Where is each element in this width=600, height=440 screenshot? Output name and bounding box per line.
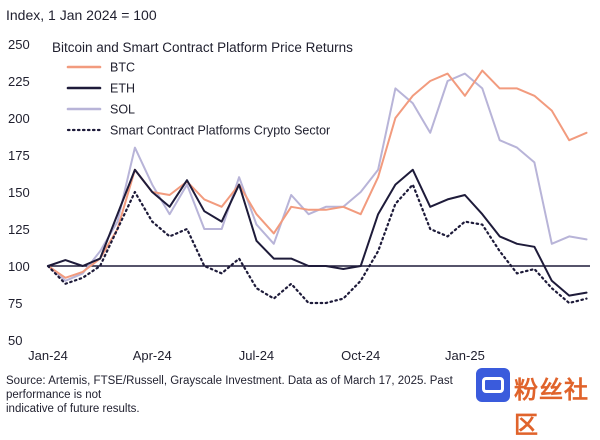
series-line-eth xyxy=(47,168,588,297)
legend-label: BTC xyxy=(110,61,135,75)
y-tick-label: 200 xyxy=(8,111,30,126)
y-tick-label: 225 xyxy=(8,74,30,89)
y-tick-label: 125 xyxy=(8,222,30,237)
price-returns-chart: 250 225 200 175 150 125 100 75 50 Jan-24 Apr-24 Ju… xyxy=(8,37,590,363)
y-tick-label: 250 xyxy=(8,37,30,52)
x-tick-label: Apr-24 xyxy=(133,348,172,363)
y-tick-label: 150 xyxy=(8,185,30,200)
y-tick-label: 75 xyxy=(8,296,22,311)
watermark: 粉丝社区 xyxy=(476,366,598,439)
y-tick-label: 50 xyxy=(8,333,22,348)
x-tick-label: Jan-25 xyxy=(445,348,485,363)
watermark-text: 粉丝社区 xyxy=(514,376,589,439)
legend-label: Smart Contract Platforms Crypto Sector xyxy=(110,124,330,138)
y-tick-label: 100 xyxy=(8,259,30,274)
x-tick-label: Jul-24 xyxy=(239,348,274,363)
legend-label: SOL xyxy=(110,103,135,117)
x-tick-label: Jan-24 xyxy=(28,348,68,363)
source-line-1: Source: Artemis, FTSE/Russell, Grayscale… xyxy=(6,375,453,401)
source-note: Source: Artemis, FTSE/Russell, Grayscale… xyxy=(6,374,476,416)
source-line-2: indicative of future results. xyxy=(6,403,140,415)
series-line-smart-contract-platforms-crypto-sector xyxy=(46,183,588,305)
app-logo-icon xyxy=(476,368,510,402)
y-axis: 250 225 200 175 150 125 100 75 50 xyxy=(8,37,30,348)
legend-label: ETH xyxy=(110,82,135,96)
index-note: Index, 1 Jan 2024 = 100 xyxy=(6,7,157,23)
legend: BTC ETH SOL Smart Contract Platforms Crypto… xyxy=(66,61,330,138)
y-tick-label: 175 xyxy=(8,148,30,163)
x-axis: Jan-24 Apr-24 Jul-24 Oct-24 Jan-25 xyxy=(28,348,485,363)
x-tick-label: Oct-24 xyxy=(341,348,380,363)
chart-title: Bitcoin and Smart Contract Platform Pric… xyxy=(52,40,353,55)
series-layer xyxy=(46,69,588,305)
